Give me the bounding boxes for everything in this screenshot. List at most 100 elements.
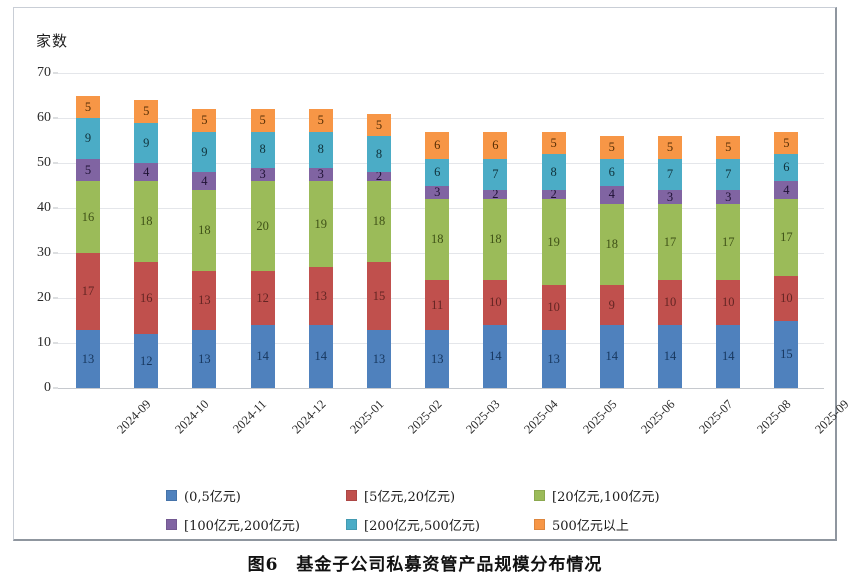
y-axis-tick-label: 10: [37, 335, 51, 350]
legend-item[interactable]: (0,5亿元): [166, 486, 346, 505]
bar-segment-value: 9: [201, 144, 208, 159]
bar-segment: 3: [308, 167, 333, 181]
bar-segment: 8: [250, 131, 275, 168]
gridline: [58, 388, 824, 389]
x-axis-tick-label: 2025-03: [463, 397, 503, 437]
bar-segment-value: 8: [375, 146, 383, 161]
bar-segment-value: 4: [201, 173, 208, 188]
bar-segment-value: 13: [547, 351, 560, 366]
x-axis-tick-label: 2025-05: [579, 397, 620, 437]
bar-segment-value: 7: [725, 167, 732, 181]
bar-segment: 5: [367, 113, 391, 136]
bar-segment-value: 8: [550, 164, 557, 179]
bar-segment-value: 12: [256, 290, 269, 305]
legend-label: [5亿元,20亿元): [364, 490, 456, 505]
bar-segment-value: 4: [608, 187, 615, 202]
bar-segment: 5: [192, 109, 217, 132]
bar-segment: 13: [192, 271, 217, 330]
y-axis-tick-mark: [53, 117, 58, 119]
bar-segment-value: 19: [547, 234, 560, 249]
stacked-bar: 5 6 4 17 10 15: [774, 131, 799, 388]
bar-segment-value: 16: [139, 290, 153, 305]
stacked-bar: 6 6 3 18 11 13: [425, 131, 450, 388]
bar-segment-value: 18: [489, 232, 502, 247]
bar-segment: 5: [774, 131, 799, 154]
bar-segment: 6: [425, 158, 450, 186]
bar-segment-value: 3: [259, 167, 266, 181]
bar-segment: 2: [483, 190, 508, 199]
bar-segment: 3: [658, 190, 682, 204]
bar-segment: 9: [192, 131, 217, 172]
bar-segment-value: 2: [492, 190, 499, 199]
bar-segment: 15: [774, 320, 799, 388]
bar-segment-value: 7: [666, 167, 674, 181]
bar-segment-value: 14: [489, 349, 502, 364]
bar-segment: 14: [599, 325, 624, 388]
bar-segment: 11: [425, 280, 450, 330]
bar-segment: 13: [308, 266, 333, 325]
bar-segment-value: 2: [550, 190, 557, 199]
bar-segment: 13: [192, 329, 217, 388]
stacked-bar: 5 8 2 19 10 13: [541, 131, 566, 388]
bar-segment-value: 18: [430, 232, 444, 247]
legend-color-swatch: [534, 519, 545, 530]
bar-segment-value: 14: [256, 349, 269, 364]
legend-item[interactable]: 500亿元以上: [534, 515, 726, 534]
bar-segment-value: 17: [721, 234, 735, 249]
y-axis-tick-mark: [53, 72, 58, 74]
bar-segment-value: 15: [780, 347, 793, 361]
x-axis-tick-label: 2025-06: [638, 397, 678, 437]
legend-color-swatch: [346, 519, 357, 530]
y-axis-tick-mark: [53, 342, 58, 344]
bar-segment: 10: [716, 280, 741, 325]
gridline: [58, 73, 824, 74]
bar-segment: 10: [774, 275, 799, 321]
legend-item[interactable]: [100亿元,200亿元): [166, 515, 346, 534]
bar-segment: 9: [134, 122, 159, 163]
bar-segment: 18: [483, 199, 508, 280]
bar-segment-value: 5: [375, 117, 383, 132]
bar-segment: 7: [716, 158, 741, 190]
bar-segment-value: 14: [721, 349, 735, 364]
legend-item[interactable]: [20亿元,100亿元): [534, 486, 726, 505]
bar-segment-value: 6: [783, 160, 790, 175]
bar-segment: 18: [367, 181, 391, 262]
bar-segment: 3: [250, 167, 275, 181]
bar-segment-value: 17: [780, 230, 793, 244]
figure-caption: 图6 基金子公司私募资管产品规模分布情况: [247, 555, 603, 575]
bar-segment: 5: [76, 95, 100, 118]
bar-segment-value: 10: [489, 295, 502, 310]
bar-segment: 5: [76, 158, 100, 181]
legend-label: [100亿元,200亿元): [184, 519, 300, 534]
bar-segment: 5: [134, 100, 159, 123]
bar-segment-value: 13: [372, 351, 386, 366]
bar-segment: 7: [658, 158, 682, 190]
bar-segment: 14: [483, 325, 508, 388]
bar-segment: 7: [483, 158, 508, 190]
bar-segment: 8: [367, 136, 391, 172]
legend-item[interactable]: [200亿元,500亿元): [346, 515, 534, 534]
bar-segment-value: 5: [84, 162, 92, 177]
bar-segment-value: 5: [608, 140, 615, 154]
bar-segment-value: 3: [666, 190, 674, 204]
bar-segment: 6: [774, 154, 799, 181]
bar-group: 5 9 5 16 17 13 5 9 4 18 16 12 5 9 4 18 13 13 5 8 3 20 12 14 5 8 3 1…: [58, 73, 824, 388]
bar-segment: 10: [483, 280, 508, 325]
bar-segment: 3: [425, 185, 450, 199]
bar-segment-value: 3: [434, 185, 441, 199]
stacked-bar: 5 6 4 18 9 14: [599, 136, 624, 388]
x-axis-tick-label: 2024-11: [230, 397, 270, 437]
bar-segment-value: 5: [666, 140, 674, 154]
bar-segment: 16: [134, 262, 159, 334]
gridline: [58, 118, 824, 119]
bar-segment-value: 10: [663, 295, 677, 310]
bar-segment-value: 6: [492, 137, 499, 152]
bar-segment-value: 9: [143, 135, 150, 150]
bar-segment-value: 20: [256, 218, 269, 233]
bar-segment-value: 17: [663, 234, 677, 249]
legend-item[interactable]: [5亿元,20亿元): [346, 486, 534, 505]
bar-segment-value: 8: [317, 142, 324, 157]
bar-segment: 17: [76, 253, 100, 330]
bar-segment: 19: [541, 199, 566, 285]
bar-segment: 18: [134, 181, 159, 262]
